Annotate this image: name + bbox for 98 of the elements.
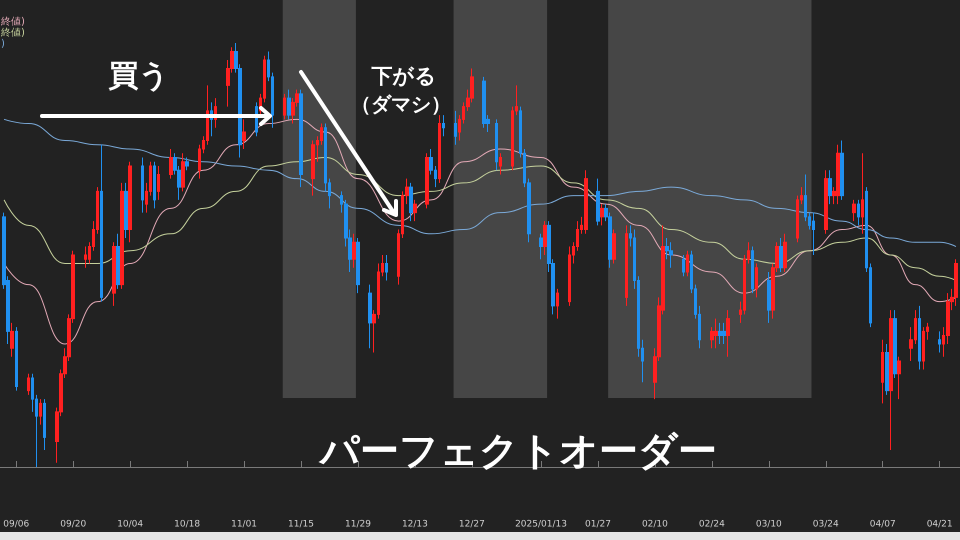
candlestick (413, 199, 417, 222)
candlestick (751, 246, 754, 294)
candlestick (885, 344, 889, 396)
candlestick (539, 233, 543, 260)
candlestick (10, 322, 14, 358)
text: パーフェクトオーダー (318, 429, 717, 474)
candlestick (185, 156, 189, 171)
candlestick (141, 156, 144, 214)
text: ) (1, 38, 5, 50)
candlestick (836, 144, 840, 205)
x-tick-label: 11/29 (344, 520, 372, 530)
candlestick (356, 238, 360, 294)
candlestick (157, 165, 160, 200)
candlestick (454, 110, 457, 146)
candlestick (726, 310, 730, 358)
candlestick (311, 140, 315, 196)
x-tick-label: 2025/01/13 (515, 520, 567, 530)
candlestick (612, 229, 616, 264)
candlestick (116, 233, 120, 290)
candlestick (153, 161, 156, 209)
candlestick (783, 233, 787, 272)
candlestick (39, 398, 42, 426)
candlestick (722, 322, 726, 345)
candlestick (767, 271, 771, 324)
x-tick-label: 02/10 (642, 520, 668, 530)
candlestick (954, 258, 958, 306)
candlestick (714, 318, 718, 349)
annotation: 買う (108, 58, 170, 94)
text: 終値) (0, 26, 25, 38)
candlestick (596, 178, 600, 226)
candlestick (718, 322, 722, 345)
candlestick (287, 89, 291, 120)
x-tick-label: 01/27 (584, 520, 611, 530)
candlestick (15, 326, 18, 392)
candlestick (861, 152, 864, 234)
candlestick (299, 89, 303, 188)
candlestick (600, 204, 604, 226)
candlestick (128, 161, 132, 243)
candlestick (112, 242, 116, 306)
candlestick (857, 199, 860, 226)
candlestick (669, 242, 673, 268)
x-tick-label: 02/24 (698, 520, 726, 530)
candlestick (840, 140, 844, 200)
candlestick (584, 170, 588, 234)
x-tick-label: 09/06 (3, 520, 30, 530)
candlestick (893, 310, 897, 378)
candlestick (922, 326, 925, 370)
candlestick (100, 144, 103, 302)
candlestick (43, 398, 46, 451)
x-tick-label: 11/15 (288, 520, 314, 530)
candlestick (368, 284, 372, 349)
candlestick (499, 152, 502, 175)
candlestick (120, 182, 124, 290)
candlestick (124, 182, 128, 239)
candlestick (409, 182, 413, 222)
candlestick (625, 224, 628, 306)
annotation: （ダマシ） (351, 92, 451, 116)
candlestick (828, 170, 832, 205)
candlestick (918, 305, 921, 370)
x-tick-label: 03/24 (812, 520, 840, 530)
candlestick (556, 288, 559, 320)
candlestick (482, 76, 486, 128)
candlestick (425, 152, 429, 209)
x-tick-label: 12/13 (402, 520, 428, 530)
candlestick (824, 170, 828, 234)
x-tick-label: 09/20 (60, 520, 86, 530)
candlestick (779, 238, 783, 272)
candlestick (352, 233, 356, 268)
x-tick-label: 11/01 (231, 520, 258, 530)
x-tick-label: 03/10 (756, 520, 782, 530)
candlestick (812, 212, 815, 256)
candlestick (385, 254, 388, 281)
candlestick (852, 199, 856, 222)
candlestick (442, 114, 445, 137)
candlestick (242, 118, 246, 150)
candlestick (897, 356, 901, 400)
annotation: 下がる (370, 64, 436, 88)
candlestick (568, 246, 571, 306)
candlestick (438, 114, 441, 184)
text: 終値) (0, 16, 25, 28)
candlestick (543, 220, 547, 256)
candlestick (686, 250, 689, 277)
x-tick-label: 12/27 (458, 520, 485, 530)
candlestick (495, 118, 498, 171)
candlestick (84, 246, 87, 268)
x-tick-label: 10/04 (117, 520, 144, 530)
x-tick-label: 04/21 (926, 520, 953, 530)
candlestick (283, 93, 286, 120)
candlestick (938, 330, 941, 354)
candlestick (755, 262, 758, 298)
x-tick-label: 04/07 (870, 520, 896, 530)
candlestick (682, 254, 685, 277)
candlestick (169, 148, 173, 180)
candlestick (881, 339, 884, 404)
candlestick (181, 152, 185, 192)
candlestick (889, 310, 893, 451)
x-tick-label: 10/18 (174, 520, 200, 530)
candlestick (27, 373, 30, 396)
